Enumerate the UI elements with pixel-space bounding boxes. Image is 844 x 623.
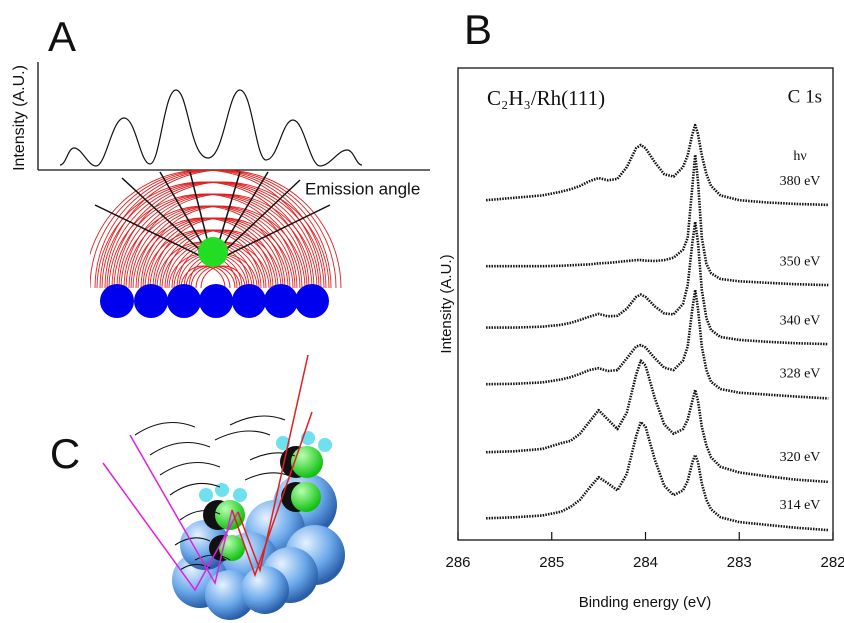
x-tick-label: 282: [820, 554, 844, 571]
x-tick-label: 284: [633, 554, 658, 571]
axis-label: Intensity (A.U.): [11, 65, 28, 171]
wave-arc: [106, 181, 320, 288]
wave-arc: [152, 217, 294, 288]
wave-arc: [200, 265, 246, 288]
substrate-atoms: [100, 284, 329, 318]
series-label: 340 eV: [780, 313, 821, 328]
chart-title: C₂H₃/Rh(111): [487, 86, 605, 110]
x-tick-label: 285: [539, 554, 564, 571]
spectrum: [486, 359, 829, 484]
x-axis-label: Binding energy (eV): [579, 594, 712, 611]
panel-label: C: [50, 430, 80, 477]
spectrum: [486, 420, 829, 532]
wave-arc: [185, 265, 231, 288]
emission-lines: [94, 171, 331, 263]
panel-label: B: [464, 6, 492, 53]
panel-c: C: [50, 354, 345, 620]
trajectories: [102, 354, 313, 592]
series-label: 314 eV: [780, 498, 821, 513]
spectrum: [486, 153, 829, 287]
emitter-atom: [198, 237, 228, 267]
legend-title: hν: [793, 149, 806, 164]
wave-arc: [140, 205, 306, 288]
y-axis-label: Intensity (A.U.): [438, 254, 455, 353]
spectrum: [486, 288, 829, 400]
wave-arc: [128, 193, 318, 288]
wave-arc: [104, 170, 342, 288]
axis-label: Emission angle: [305, 179, 420, 198]
wave-arc: [116, 181, 330, 288]
schematic-curve: [59, 89, 363, 167]
series-label: 350 eV: [780, 254, 821, 269]
spectrum: [485, 123, 829, 207]
chart-subtitle: C 1s: [788, 86, 822, 107]
wave-fronts: [134, 415, 296, 571]
series-label: 320 eV: [780, 450, 821, 465]
series-label: 328 eV: [780, 367, 821, 382]
series-label: 380 eV: [780, 174, 821, 189]
spectrum: [486, 220, 829, 346]
x-tick-label: 286: [445, 554, 470, 571]
panel-label: A: [48, 13, 76, 60]
plot-frame: [457, 67, 834, 541]
wave-arc: [180, 265, 226, 288]
panel-a: A Intensity (A.U.) Emission angle: [11, 13, 430, 318]
panel-b: B C₂H₃/Rh(111) C 1s hν Binding energy (e…: [438, 6, 844, 611]
wave-arcs: [90, 170, 342, 288]
x-tick-label: 283: [727, 554, 752, 571]
